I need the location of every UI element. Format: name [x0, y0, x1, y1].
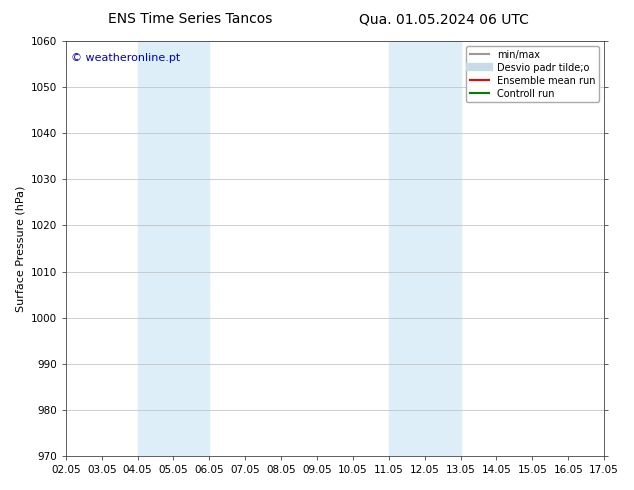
Bar: [389, 41, 460, 456]
Legend: min/max, Desvio padr tilde;o, Ensemble mean run, Controll run: min/max, Desvio padr tilde;o, Ensemble m…: [466, 46, 599, 102]
Y-axis label: Surface Pressure (hPa): Surface Pressure (hPa): [15, 185, 25, 312]
Bar: [138, 41, 209, 456]
Text: © weatheronline.pt: © weatheronline.pt: [71, 53, 181, 64]
Text: ENS Time Series Tancos: ENS Time Series Tancos: [108, 12, 273, 26]
Text: Qua. 01.05.2024 06 UTC: Qua. 01.05.2024 06 UTC: [359, 12, 529, 26]
